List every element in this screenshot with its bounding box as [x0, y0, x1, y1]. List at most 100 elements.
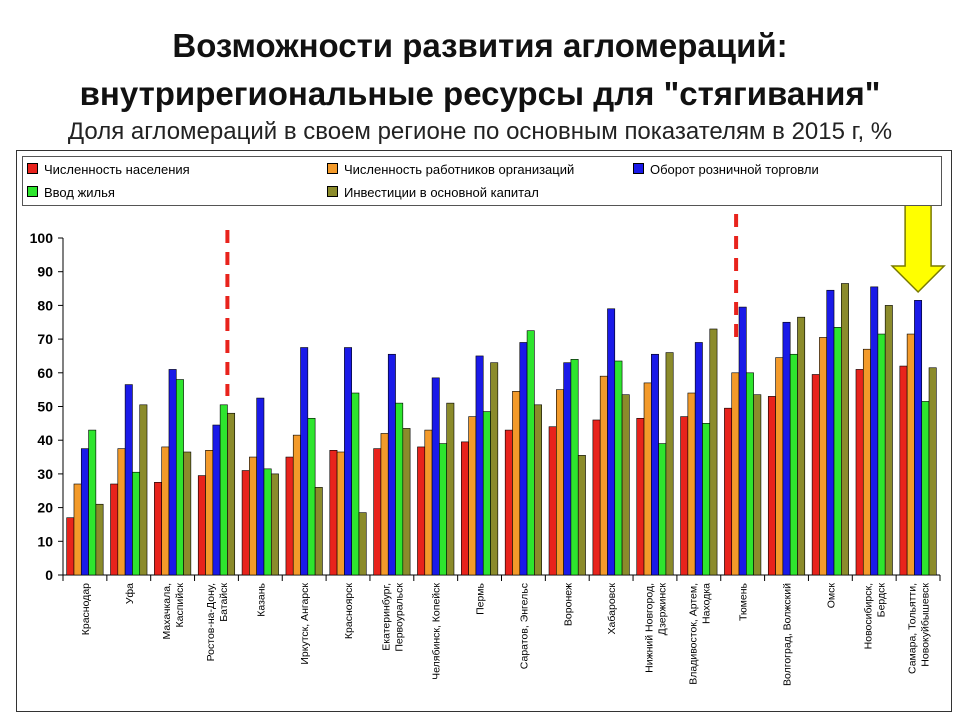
legend-label-retail: Оборот розничной торговли [650, 162, 819, 177]
legend-item-investment: Инвестиции в основной капитал [327, 185, 539, 201]
bar-employees [819, 337, 828, 576]
bar-retail [694, 342, 703, 576]
x-tick-label: Уфа [124, 583, 136, 604]
bar-population [767, 396, 776, 576]
bar-employees [249, 456, 257, 576]
x-tick-label: Челябинск, Копейск [431, 583, 443, 680]
bar-housing [307, 417, 316, 576]
bar-retail [212, 424, 221, 576]
bar-retail [256, 397, 265, 576]
bar-population [461, 441, 469, 576]
legend-swatch-investment [327, 186, 338, 197]
legend-label-investment: Инвестиции в основной капитал [344, 185, 539, 200]
x-tick-label: Батайск [218, 583, 230, 622]
bar-investment [665, 352, 674, 576]
bar-investment [446, 402, 455, 576]
bar-housing [833, 327, 842, 576]
bar-retail [782, 321, 791, 576]
legend-label-population: Численность населения [44, 162, 190, 177]
legend-swatch-employees [327, 163, 338, 174]
bar-employees [292, 434, 301, 576]
bar-employees [117, 448, 126, 576]
bar-investment [753, 394, 762, 576]
legend-item-employees: Численность работников организаций [327, 162, 574, 178]
bar-investment [621, 394, 630, 576]
page-title-line-1: Возможности развития агломераций: [172, 27, 788, 64]
bar-employees [775, 357, 784, 576]
x-tick-label: Бердск [876, 583, 888, 618]
bar-housing [263, 468, 272, 576]
bar-investment [402, 428, 411, 576]
legend-item-housing: Ввод жилья [27, 185, 115, 201]
bar-retail [563, 362, 572, 576]
bar-retail [300, 347, 309, 576]
bar-employees [643, 382, 652, 576]
x-tick-label: Пермь [475, 582, 487, 614]
x-tick-label: Саратов, Энгельс [518, 583, 530, 669]
bar-investment [534, 404, 542, 576]
bar-housing [921, 401, 930, 576]
x-tick-label: Омск [825, 583, 837, 609]
y-tick-label: 90 [37, 264, 53, 280]
x-tick-label: Краснодар [80, 583, 92, 635]
bar-investment [314, 487, 323, 576]
bar-population [110, 483, 119, 576]
bar-employees [336, 451, 345, 576]
bar-housing [439, 443, 447, 576]
bar-population [329, 450, 338, 576]
bar-population [154, 482, 162, 576]
bar-retail [738, 306, 747, 576]
x-tick-label: Дзержинск [657, 583, 669, 636]
x-tick-label: Иркутск, Ангарск [299, 583, 311, 665]
bar-retail [651, 353, 659, 576]
bar-housing [570, 359, 579, 576]
legend-item-population: Численность населения [27, 162, 190, 178]
bar-housing [482, 411, 491, 576]
bar-population [724, 407, 733, 576]
bar-investment [884, 305, 893, 576]
bar-population [504, 429, 513, 576]
bar-investment [490, 362, 499, 576]
legend-label-employees: Численность работников организаций [344, 162, 575, 177]
bar-population [548, 426, 557, 576]
bar-retail [387, 353, 396, 576]
x-tick-label: Махачкала, [161, 583, 173, 639]
bar-population [285, 456, 294, 576]
bar-employees [424, 429, 433, 576]
x-tick-label: Хабаровск [606, 583, 618, 635]
bar-investment [227, 412, 236, 576]
bar-employees [73, 483, 82, 576]
x-tick-label: Самара, Тольятти, [907, 583, 919, 674]
x-tick-label: Первоуральск [393, 583, 405, 652]
bar-population [899, 365, 908, 576]
bar-retail [607, 308, 616, 576]
bar-housing [88, 429, 97, 576]
bar-retail [431, 377, 440, 576]
bar-retail [80, 448, 89, 576]
chart-legend: Численность населения Численность работн… [22, 156, 942, 206]
y-tick-label: 0 [45, 567, 53, 583]
bar-housing [219, 404, 228, 576]
x-tick-label: Ростов-на-Дону, [205, 583, 217, 661]
bar-employees [468, 416, 477, 576]
bar-housing [789, 353, 798, 576]
x-tick-label: Воронеж [562, 583, 574, 626]
bar-population [417, 446, 426, 576]
page-subtitle: Доля агломераций в своем регионе по осно… [67, 118, 893, 145]
bar-housing [351, 392, 360, 576]
bar-population [636, 417, 645, 576]
bar-housing [614, 360, 623, 576]
bar-housing [395, 402, 404, 576]
legend-swatch-housing [27, 186, 38, 197]
page-title-line-2: внутрирегиональные ресурсы для "стягиван… [79, 75, 881, 112]
bar-retail [475, 355, 484, 576]
y-tick-label: 60 [37, 365, 53, 381]
legend-item-retail: Оборот розничной торговли [633, 162, 819, 178]
bar-retail [870, 286, 879, 576]
bar-investment [797, 316, 806, 576]
bar-employees [599, 375, 608, 576]
bar-employees [161, 446, 170, 576]
bar-retail [168, 369, 177, 576]
bar-investment [358, 512, 367, 576]
